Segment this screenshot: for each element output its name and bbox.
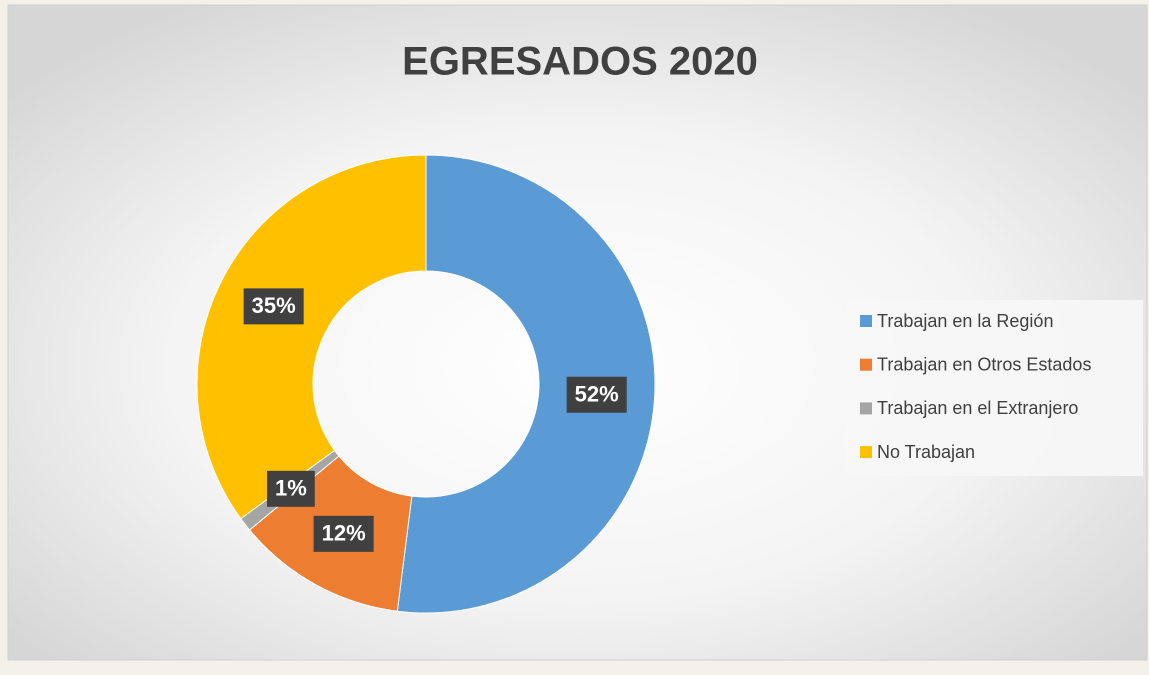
legend-box bbox=[845, 300, 1143, 476]
legend-swatch bbox=[860, 315, 872, 327]
legend-swatch bbox=[860, 358, 872, 371]
legend-label: Trabajan en el Extranjero bbox=[877, 398, 1078, 418]
data-label-box bbox=[266, 470, 315, 507]
donut-slice bbox=[196, 154, 427, 520]
legend-label: Trabajan en Otros Estados bbox=[877, 354, 1091, 374]
legend-label: No Trabajan bbox=[877, 442, 975, 462]
donut-slice bbox=[396, 154, 656, 614]
data-label: 35% bbox=[252, 293, 296, 318]
data-label-box bbox=[566, 376, 627, 413]
data-label: 12% bbox=[322, 521, 366, 546]
legend-swatch bbox=[860, 402, 872, 415]
data-label-box bbox=[313, 515, 374, 552]
legend-swatch bbox=[860, 446, 872, 459]
legend-label: Trabajan en la Región bbox=[877, 311, 1053, 331]
chart-title: EGRESADOS 2020 bbox=[402, 40, 758, 84]
data-label-box bbox=[243, 288, 304, 325]
data-label: 52% bbox=[575, 382, 619, 407]
data-label: 1% bbox=[275, 476, 307, 501]
